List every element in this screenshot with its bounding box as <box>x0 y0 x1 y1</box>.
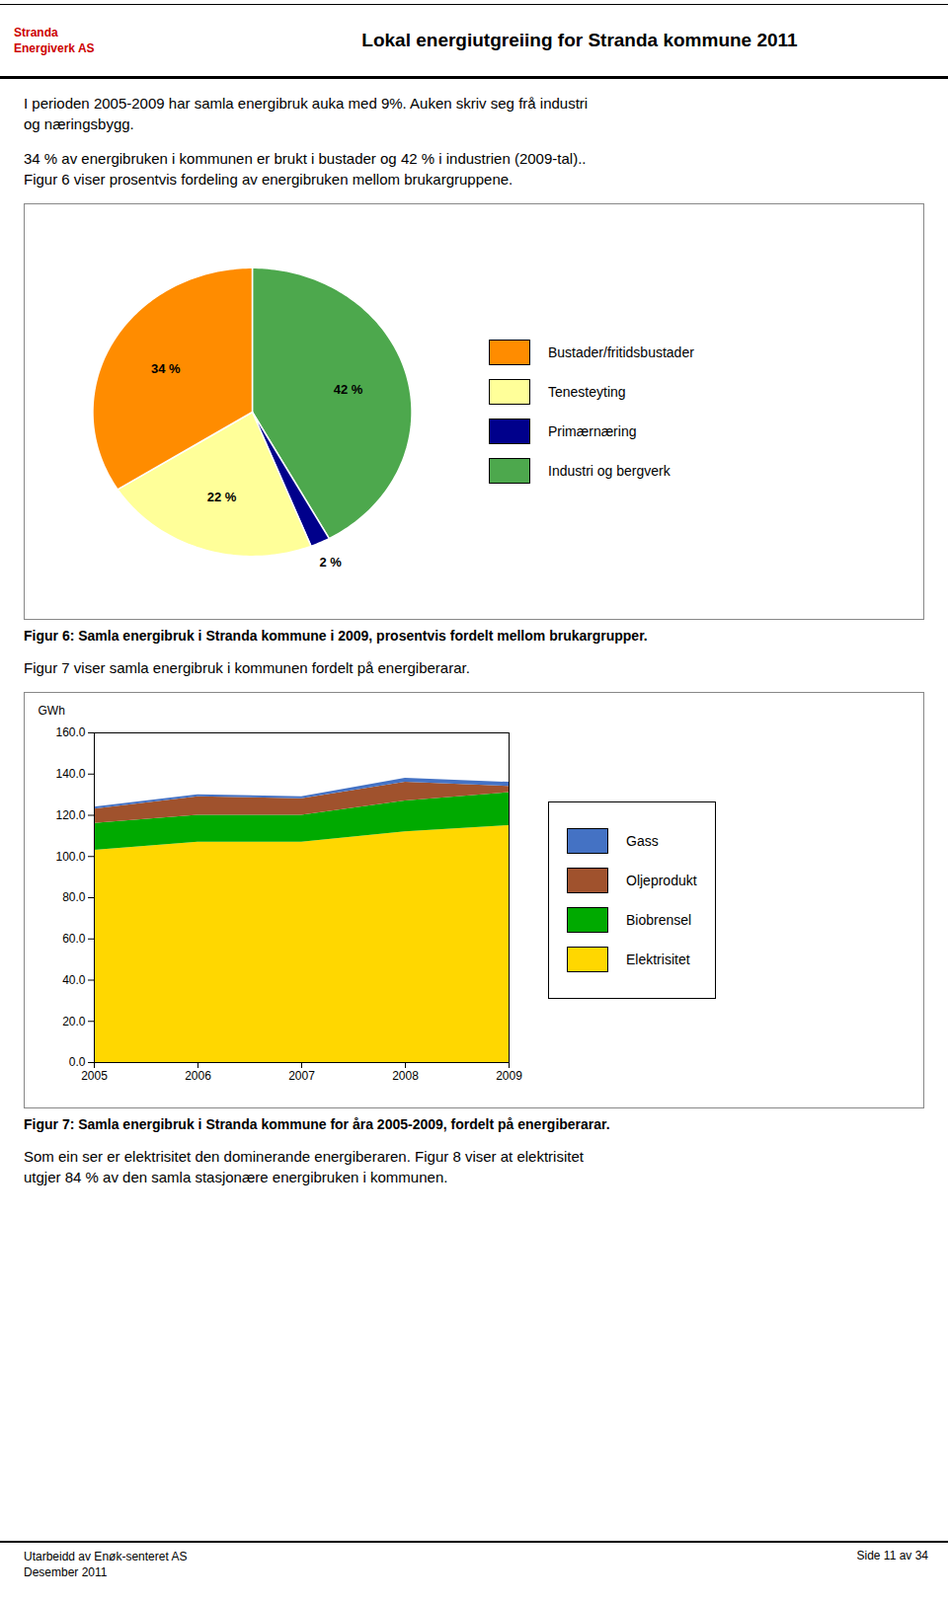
svg-text:2009: 2009 <box>495 1069 523 1084</box>
svg-text:160.0: 160.0 <box>55 725 85 740</box>
svg-text:2005: 2005 <box>80 1069 108 1084</box>
html-text:Side 11 av 34: Side 11 av 34 <box>856 1549 929 1564</box>
svg-text:20.0: 20.0 <box>62 1015 86 1029</box>
svg-text:40.0: 40.0 <box>62 973 86 988</box>
svg-text:22 %: 22 % <box>207 489 237 505</box>
html-text:Figur 7: Samla energibruk i St: Figur 7: Samla energibruk i Stranda komm… <box>23 1116 610 1133</box>
svg-text:2 %: 2 % <box>318 554 342 570</box>
html-text:34 % av energibruken i kommune: 34 % av energibruken i kommunen er brukt… <box>23 150 587 188</box>
html-text:Biobrensel: Biobrensel <box>626 912 692 929</box>
html-text:Oljeprodukt: Oljeprodukt <box>626 872 697 889</box>
svg-text:2008: 2008 <box>392 1069 419 1084</box>
html-text:I perioden 2005-2009 har samla: I perioden 2005-2009 har samla energibru… <box>23 94 588 133</box>
svg-text:42 %: 42 % <box>333 382 364 397</box>
svg-text:140.0: 140.0 <box>55 767 85 782</box>
svg-text:0.0: 0.0 <box>69 1055 86 1070</box>
svg-text:100.0: 100.0 <box>55 850 85 865</box>
html-text:Elektrisitet: Elektrisitet <box>626 951 690 968</box>
html-text:Tenesteyting: Tenesteyting <box>548 384 626 400</box>
svg-text:120.0: 120.0 <box>55 808 85 823</box>
html-text:Stranda Energiverk AS: Stranda Energiverk AS <box>13 25 95 56</box>
svg-text:60.0: 60.0 <box>62 932 86 947</box>
svg-text:80.0: 80.0 <box>62 890 86 905</box>
html-text:Figur 6: Samla energibruk i St: Figur 6: Samla energibruk i Stranda komm… <box>23 628 648 644</box>
svg-text:GWh: GWh <box>38 704 66 718</box>
html-text:Figur 7 viser samla energibruk: Figur 7 viser samla energibruk i kommune… <box>23 659 470 677</box>
html-text:Gass: Gass <box>626 833 659 850</box>
svg-text:2006: 2006 <box>184 1069 212 1084</box>
html-text:Bustader/fritidsbustader: Bustader/fritidsbustader <box>548 344 695 361</box>
html-text:Lokal energiutgreiing for Stra: Lokal energiutgreiing for Stranda kommun… <box>361 29 798 51</box>
svg-text:2007: 2007 <box>288 1069 316 1084</box>
html-text:Industri og bergverk: Industri og bergverk <box>548 463 671 479</box>
html-text:Primærnæring: Primærnæring <box>548 423 637 440</box>
svg-text:34 %: 34 % <box>151 361 181 377</box>
html-text:Som ein ser er elektrisitet de: Som ein ser er elektrisitet den dominera… <box>23 1148 584 1186</box>
html-text:Utarbeidd av Enøk-senteret AS: Utarbeidd av Enøk-senteret AS Desember 2… <box>23 1550 188 1580</box>
